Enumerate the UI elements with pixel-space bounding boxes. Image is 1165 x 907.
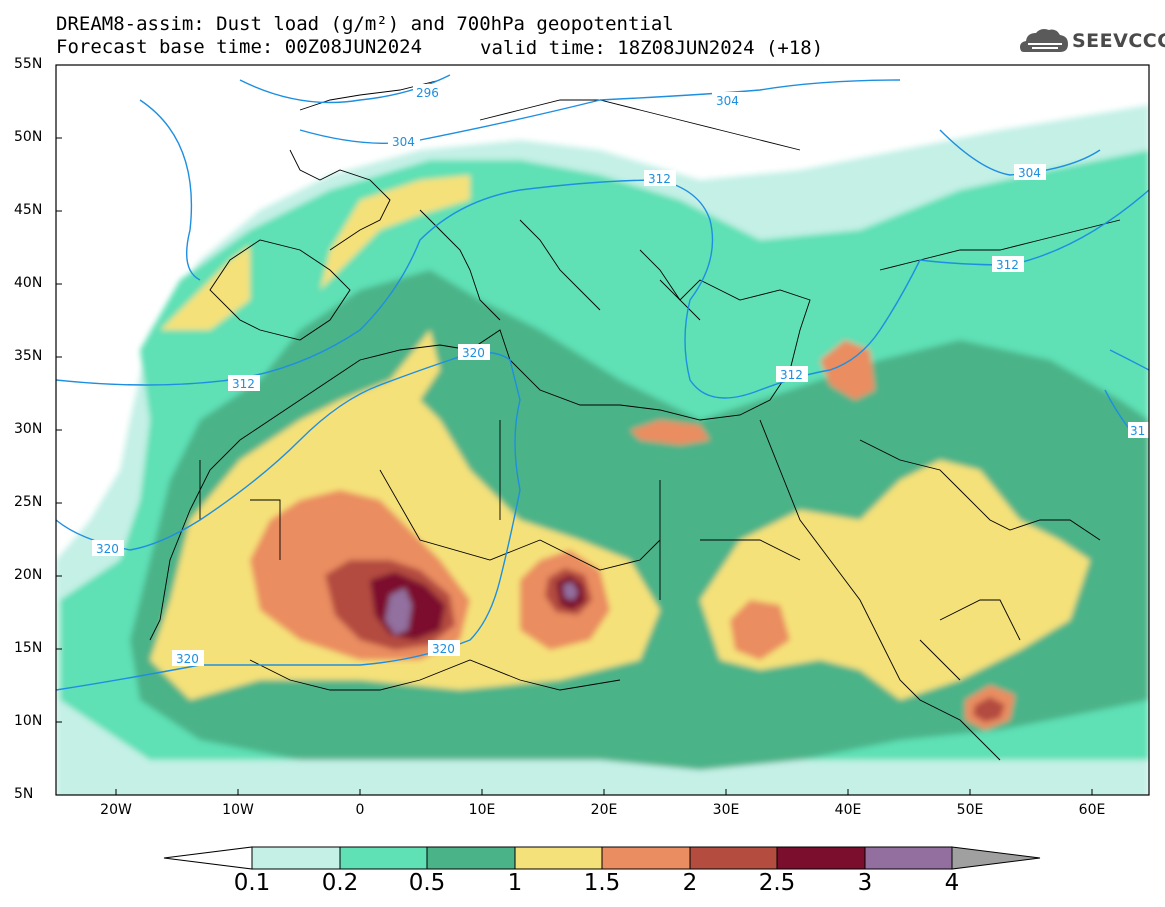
lon-label: 40E bbox=[834, 802, 862, 818]
contour-label: 304 bbox=[392, 135, 415, 149]
colorbar-label: 4 bbox=[944, 870, 960, 896]
colorbar-label: 2.5 bbox=[758, 870, 796, 896]
colorbar-label: 1.5 bbox=[583, 870, 621, 896]
logo-text: SEEVCCC bbox=[1072, 30, 1165, 52]
colorbar-swatch-1.5 bbox=[601, 846, 691, 870]
dust-level-1.5-iraq bbox=[820, 340, 875, 400]
contour-label: 312 bbox=[780, 368, 803, 382]
forecast-base-time: Forecast base time: 00Z08JUN2024 bbox=[56, 36, 423, 58]
contour-label: 312 bbox=[648, 172, 671, 186]
lat-label: 10N bbox=[14, 713, 43, 729]
dust-level-1.5-libya bbox=[630, 420, 710, 445]
contour-label: 312 bbox=[996, 258, 1019, 272]
dust-level-1.5-sudan bbox=[730, 600, 790, 660]
lon-label: 0 bbox=[355, 802, 365, 818]
lon-label: 20E bbox=[590, 802, 618, 818]
colorbar-label: 0.1 bbox=[233, 870, 271, 896]
lat-label: 25N bbox=[14, 494, 43, 510]
colorbar-swatch-2.5 bbox=[776, 846, 866, 870]
lon-label: 10E bbox=[468, 802, 496, 818]
contour-label: 304 bbox=[716, 94, 739, 108]
contour-label: 304 bbox=[1018, 166, 1041, 180]
colorbar-swatch-2 bbox=[689, 846, 778, 870]
colorbar-swatch-1 bbox=[514, 846, 603, 870]
dust-level-1-france bbox=[320, 175, 470, 290]
contour-label: 320 bbox=[96, 542, 119, 556]
lon-label: 50E bbox=[956, 802, 984, 818]
lon-label: 60E bbox=[1078, 802, 1106, 818]
contour-label: 312 bbox=[232, 377, 255, 391]
dust-level-1-sahara bbox=[300, 330, 440, 420]
colorbar-swatch-0.1 bbox=[251, 846, 341, 870]
dust-level-3-chad bbox=[563, 582, 578, 600]
contour-label: 320 bbox=[432, 642, 455, 656]
contour-label-group: 296 304 304 304 312 312 312 312 31 320 3… bbox=[92, 84, 1149, 666]
lat-label: 30N bbox=[14, 421, 43, 437]
lon-label: 20W bbox=[100, 802, 132, 818]
dust-level-2-somalia bbox=[973, 697, 1005, 722]
colorbar bbox=[163, 846, 1041, 870]
map-title: DREAM8-assim: Dust load (g/m²) and 700hP… bbox=[56, 13, 674, 35]
lat-label: 20N bbox=[14, 567, 43, 583]
contour-label: 320 bbox=[176, 652, 199, 666]
colorbar-swatch-0.2 bbox=[339, 846, 428, 870]
contour-320 bbox=[56, 351, 521, 691]
dust-level-3 bbox=[385, 588, 412, 635]
colorbar-swatch-0.5 bbox=[426, 846, 516, 870]
lon-label: 10W bbox=[222, 802, 254, 818]
colorbar-label: 0.2 bbox=[321, 870, 359, 896]
colorbar-label: 2 bbox=[682, 870, 698, 896]
cloud-icon bbox=[1020, 29, 1068, 52]
colorbar-label: 1 bbox=[507, 870, 523, 896]
dust-level-1-arabia bbox=[700, 460, 1090, 700]
colorbar-high-arrow bbox=[951, 846, 1041, 870]
contour-label: 31 bbox=[1130, 424, 1145, 438]
contour-label: 296 bbox=[416, 86, 439, 100]
valid-time: valid time: 18Z08JUN2024 (+18) bbox=[480, 37, 824, 59]
colorbar-low-arrow bbox=[163, 846, 253, 870]
lat-label: 35N bbox=[14, 348, 43, 364]
contour-label: 320 bbox=[462, 346, 485, 360]
colorbar-label: 0.5 bbox=[408, 870, 446, 896]
lat-label: 55N bbox=[14, 56, 43, 72]
lat-label: 15N bbox=[14, 640, 43, 656]
colorbar-swatch-3 bbox=[864, 846, 953, 870]
contour-312-east bbox=[1104, 349, 1149, 431]
colorbar-label: 3 bbox=[857, 870, 873, 896]
lat-label: 5N bbox=[14, 786, 34, 802]
contour-312 bbox=[56, 179, 1149, 399]
lat-label: 50N bbox=[14, 129, 43, 145]
axis-ticks bbox=[56, 64, 1093, 795]
contour-304-east bbox=[939, 129, 1101, 176]
lon-label: 30E bbox=[712, 802, 740, 818]
lat-label: 45N bbox=[14, 202, 43, 218]
lat-label: 40N bbox=[14, 275, 43, 291]
dust-level-1-iberia bbox=[160, 245, 250, 330]
